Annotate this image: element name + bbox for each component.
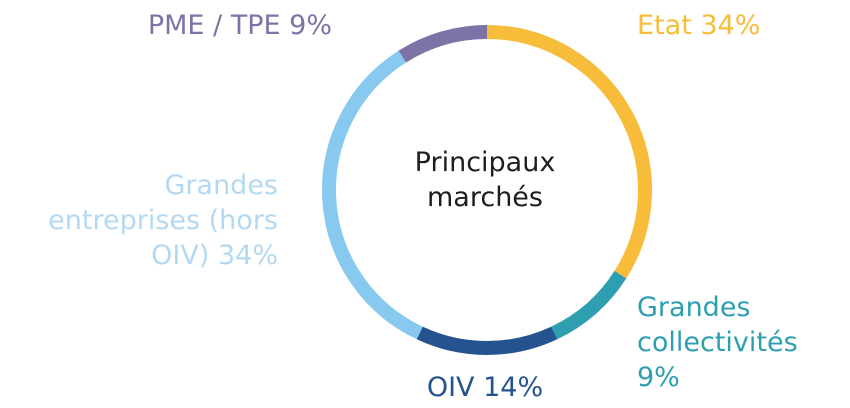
donut-segment: [551, 270, 627, 340]
segment-label: Grandes entreprises (hors OIV) 34%: [10, 168, 278, 273]
category-name: OIV: [426, 372, 475, 403]
chart-title: Principaux marchés: [414, 147, 556, 213]
value-label: 14%: [483, 372, 544, 403]
category-name: Etat: [637, 10, 692, 41]
value-label: 34%: [217, 240, 278, 271]
value-label: 9%: [637, 362, 680, 393]
donut-segment: [322, 50, 423, 340]
segment-label: Etat 34%: [637, 8, 847, 43]
segment-label: Grandes collectivités 9%: [637, 290, 849, 395]
donut-segment: [398, 25, 488, 63]
donut-segment: [486, 25, 652, 279]
donut-segment: [416, 326, 558, 355]
segment-label: OIV 14%: [385, 370, 585, 405]
value-label: 9%: [289, 10, 332, 41]
segment-label: PME / TPE 9%: [60, 8, 332, 43]
category-name: Grandes entreprises (hors OIV): [48, 170, 278, 271]
value-label: 34%: [700, 10, 761, 41]
category-name: PME / TPE: [147, 10, 281, 41]
category-name: Grandes collectivités: [637, 292, 798, 358]
